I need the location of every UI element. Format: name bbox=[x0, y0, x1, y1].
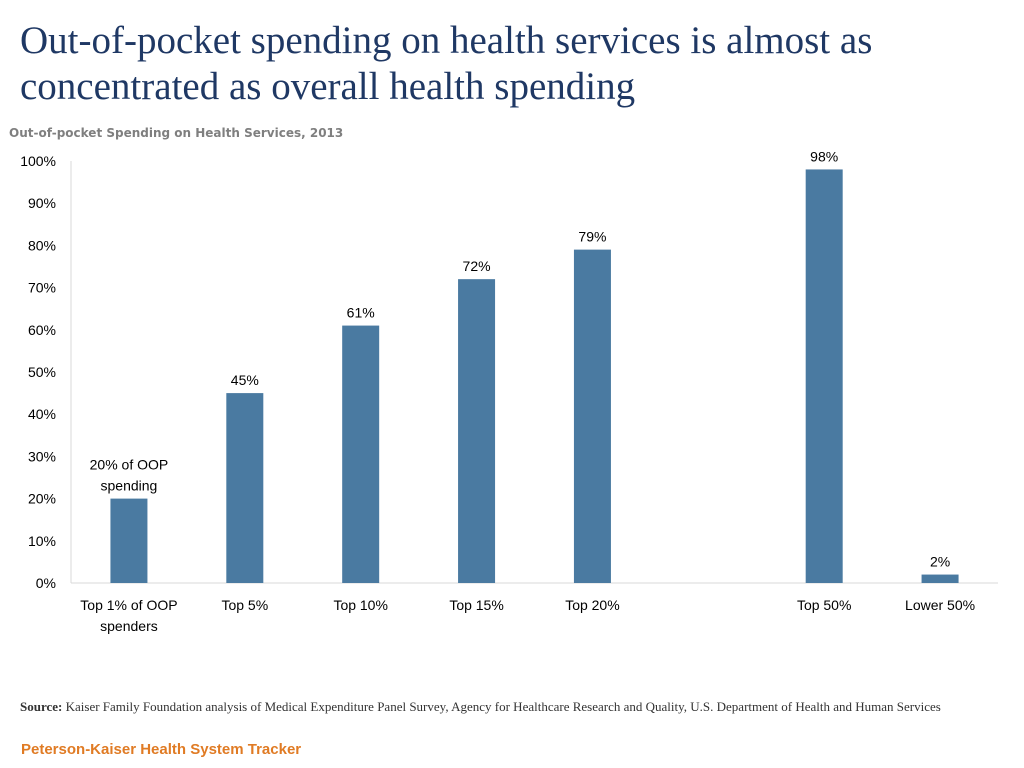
bar bbox=[342, 325, 380, 583]
data-label: 79% bbox=[578, 229, 606, 245]
data-label: 72% bbox=[463, 258, 491, 274]
data-label: 45% bbox=[231, 372, 259, 388]
source-text: Kaiser Family Foundation analysis of Med… bbox=[65, 699, 941, 714]
x-tick-label: Top 15% bbox=[449, 597, 503, 613]
source-label: Source: bbox=[20, 699, 63, 714]
y-tick-label: 60% bbox=[28, 322, 56, 338]
y-tick-label: 90% bbox=[28, 195, 56, 211]
data-label: 2% bbox=[930, 554, 950, 570]
y-tick-label: 80% bbox=[28, 237, 56, 253]
y-tick-label: 100% bbox=[20, 153, 56, 169]
x-tick-label: Top 1% of OOP bbox=[80, 597, 177, 613]
brand-footer: Peterson-Kaiser Health System Tracker bbox=[21, 741, 302, 758]
bar bbox=[458, 279, 496, 583]
bar bbox=[110, 498, 148, 583]
y-tick-label: 10% bbox=[28, 533, 56, 549]
y-tick-label: 50% bbox=[28, 364, 56, 380]
bar bbox=[573, 249, 611, 583]
data-label: 61% bbox=[347, 305, 375, 321]
x-tick-label: Top 5% bbox=[221, 597, 268, 613]
y-tick-label: 30% bbox=[28, 448, 56, 464]
data-label: spending bbox=[101, 478, 158, 494]
bar-chart: 0% 10% 20% 30% 40% 50% 60% 70% 80% 90% 100% 20% of … bbox=[20, 148, 998, 634]
x-tick-label: Top 10% bbox=[333, 597, 387, 613]
x-tick-label: Top 20% bbox=[565, 597, 619, 613]
y-tick-label: 70% bbox=[28, 280, 56, 296]
data-label: 98% bbox=[810, 148, 838, 164]
y-tick-label: 20% bbox=[28, 491, 56, 507]
source-note: Source: Kaiser Family Foundation analysi… bbox=[20, 698, 1005, 716]
bar bbox=[226, 393, 264, 583]
x-tick-label: spenders bbox=[100, 618, 158, 634]
y-tick-label: 40% bbox=[28, 406, 56, 422]
chart-title: Out-of-pocket spending on health service… bbox=[20, 19, 873, 108]
data-label: 20% of OOP bbox=[90, 457, 169, 473]
y-tick-label: 0% bbox=[36, 575, 56, 591]
chart-subtitle: Out-of-pocket Spending on Health Service… bbox=[9, 126, 344, 140]
bar bbox=[805, 169, 843, 583]
x-tick-label: Lower 50% bbox=[905, 597, 975, 613]
x-tick-label: Top 50% bbox=[797, 597, 851, 613]
bar bbox=[921, 574, 959, 583]
